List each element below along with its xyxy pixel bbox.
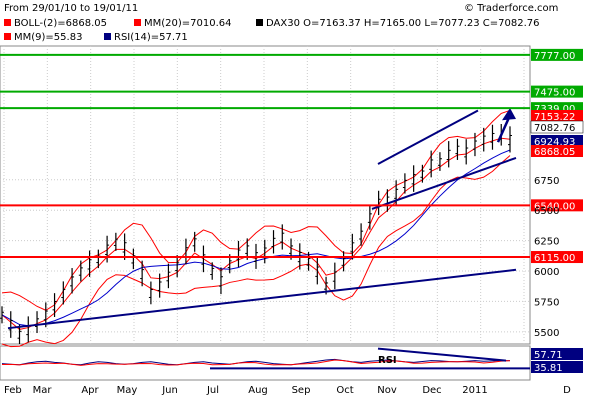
x-tick-label-12: D bbox=[563, 385, 571, 396]
x-tick-label-4: Jun bbox=[161, 385, 178, 396]
level-label-bg-1 bbox=[531, 85, 583, 98]
trend-channel-upper bbox=[377, 109, 479, 165]
x-tick-label-5: Jul bbox=[206, 385, 219, 396]
y-tick-label-0: 5500 bbox=[534, 328, 559, 339]
x-tick-label-11: 2011 bbox=[462, 385, 487, 396]
y-tick-label-4: 6500 bbox=[534, 206, 559, 217]
y-tick-label-2: 6000 bbox=[534, 267, 559, 278]
right-label-bg-0 bbox=[531, 110, 583, 122]
x-tick-label-6: Aug bbox=[248, 385, 268, 396]
level-label-bg-3 bbox=[531, 199, 583, 212]
right-label-0: 7153.22 bbox=[534, 112, 575, 123]
rsi-label-1: 35.81 bbox=[534, 363, 563, 374]
x-tick-label-7: Sep bbox=[292, 385, 311, 396]
x-tick-label-10: Dec bbox=[422, 385, 441, 396]
level-label-0: 7777.00 bbox=[534, 51, 575, 62]
x-tick-label-1: Mar bbox=[33, 385, 53, 396]
legend-mm9: MM(9)=55.83 bbox=[14, 32, 82, 43]
legend-marker-boll bbox=[4, 19, 11, 26]
price-plot-frame bbox=[0, 45, 531, 345]
bollinger-lower bbox=[1, 155, 511, 348]
y-tick-label-1: 5750 bbox=[534, 297, 559, 308]
x-tick-label-3: May bbox=[117, 385, 138, 396]
right-label-1: 7082.76 bbox=[534, 123, 575, 134]
rsi-panel: RSI 57.71 35.81 bbox=[1, 347, 583, 374]
right-label-3: 6868.05 bbox=[534, 147, 575, 158]
copyright-label: © Traderforce.com bbox=[464, 3, 558, 14]
rsi-annotation: RSI bbox=[378, 355, 397, 366]
x-tick-label-8: Oct bbox=[336, 385, 353, 396]
forecast-arrow-shaft bbox=[496, 114, 512, 143]
legend-marker-rsi bbox=[104, 33, 111, 40]
level-label-4: 6115.00 bbox=[534, 253, 575, 264]
forecast-arrow-head bbox=[502, 108, 516, 121]
legend-marker-dax30 bbox=[256, 19, 263, 26]
trend-line-long bbox=[7, 268, 517, 330]
x-tick-label-9: Nov bbox=[377, 385, 397, 396]
rsi-plot-frame bbox=[0, 345, 531, 381]
legend-dax30: DAX30 O=7163.37 H=7165.00 L=7077.23 C=70… bbox=[266, 18, 540, 29]
x-tick-label-0: Feb bbox=[4, 385, 22, 396]
bollinger-upper bbox=[1, 109, 511, 311]
x-axis-labels: Feb Mar Apr May Jun Jul Aug Sep Oct Nov Dec 2011 D bbox=[4, 385, 571, 396]
rsi-label-bg-0 bbox=[531, 348, 583, 360]
rsi-line bbox=[1, 358, 511, 366]
y-axis-labels: 5500 5750 6000 6250 6500 6750 bbox=[534, 176, 559, 339]
trend-channel-lower bbox=[371, 156, 517, 210]
legend-mm20: MM(20)=7010.64 bbox=[144, 18, 232, 29]
level-label-3: 6540.00 bbox=[534, 201, 575, 212]
x-tick-label-2: Apr bbox=[81, 385, 99, 396]
legend-marker-mm9 bbox=[4, 33, 11, 40]
trend-lines bbox=[7, 108, 517, 330]
rsi-label-bg-1 bbox=[531, 361, 583, 373]
legend-marker-mm20 bbox=[134, 19, 141, 26]
rsi-mm9-line bbox=[1, 359, 511, 366]
horizontal-levels: 7777.00 7475.00 7339.00 6540.00 6115.00 bbox=[0, 48, 583, 264]
level-label-bg-4 bbox=[531, 251, 583, 264]
legend-rsi: RSI(14)=57.71 bbox=[114, 32, 188, 43]
right-label-2: 6924.93 bbox=[534, 137, 575, 148]
rsi-label-0: 57.71 bbox=[534, 350, 563, 361]
right-label-bg-3 bbox=[531, 145, 583, 157]
level-label-bg-0 bbox=[531, 48, 583, 61]
right-label-bg-1 bbox=[530, 120, 584, 134]
legend-boll: BOLL-(2)=6868.05 bbox=[14, 18, 107, 29]
rsi-resistance-line bbox=[377, 347, 507, 362]
level-label-2: 7339.00 bbox=[534, 104, 575, 115]
date-range-label: From 29/01/10 to 19/01/11 bbox=[4, 3, 138, 14]
level-label-1: 7475.00 bbox=[534, 88, 575, 99]
y-tick-label-3: 6250 bbox=[534, 237, 559, 248]
y-tick-label-5: 6750 bbox=[534, 176, 559, 187]
right-label-bg-2 bbox=[531, 135, 583, 147]
